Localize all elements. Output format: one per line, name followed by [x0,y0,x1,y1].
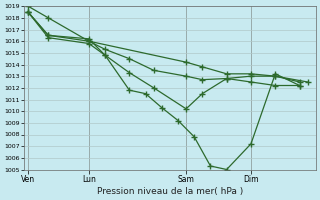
X-axis label: Pression niveau de la mer( hPa ): Pression niveau de la mer( hPa ) [97,187,243,196]
